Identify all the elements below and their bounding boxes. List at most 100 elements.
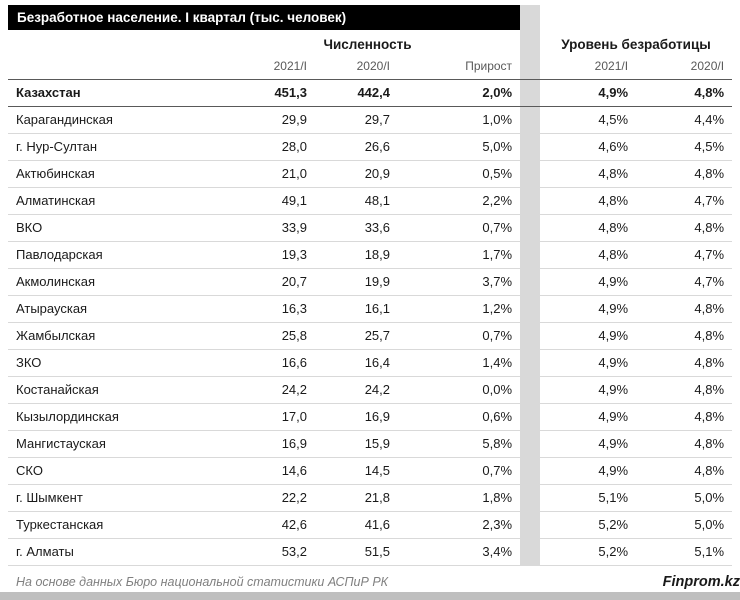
num-2020: 24,2: [315, 376, 398, 404]
num-2021: 20,7: [215, 268, 315, 296]
region-name: Жамбылская: [8, 322, 215, 350]
rate-2021: 4,8%: [540, 187, 637, 215]
num-2021: 16,9: [215, 430, 315, 458]
rate-2020: 4,8%: [636, 349, 733, 377]
rate-2021: 5,2%: [540, 511, 637, 539]
group-divider: [520, 511, 541, 539]
num-2021: 19,3: [215, 241, 315, 269]
table-row: Алматинская 49,1 48,1 2,2% 4,8% 4,7%: [8, 187, 733, 215]
region-name: г. Нур-Султан: [8, 133, 215, 161]
unemployment-table: Безработное население. I квартал (тыс. ч…: [8, 5, 733, 566]
num-2020: 51,5: [315, 538, 398, 566]
growth: 5,8%: [398, 430, 521, 458]
table-row: Казахстан 451,3 442,4 2,0% 4,9% 4,8%: [8, 79, 733, 107]
num-2021: 53,2: [215, 538, 315, 566]
rate-2021: 4,9%: [540, 376, 637, 404]
rate-2020: 4,4%: [636, 106, 733, 134]
growth: 1,0%: [398, 106, 521, 134]
num-2021: 28,0: [215, 133, 315, 161]
title-row: Безработное население. I квартал (тыс. ч…: [8, 5, 733, 30]
growth: 3,4%: [398, 538, 521, 566]
table-row: Жамбылская 25,8 25,7 0,7% 4,9% 4,8%: [8, 322, 733, 350]
rate-2020: 4,7%: [636, 268, 733, 296]
group-header-row: Численность Уровень безработицы: [8, 30, 732, 56]
group-divider: [520, 187, 541, 215]
num-2020: 25,7: [315, 322, 398, 350]
rate-2020: 4,8%: [636, 214, 733, 242]
num-2020: 14,5: [315, 457, 398, 485]
region-name: Акмолинская: [8, 268, 215, 296]
table-row: Павлодарская 19,3 18,9 1,7% 4,8% 4,7%: [8, 241, 733, 269]
rate-2020: 5,1%: [636, 538, 733, 566]
num-2020: 18,9: [315, 241, 398, 269]
rate-2021: 4,9%: [540, 79, 637, 107]
growth: 0,7%: [398, 457, 521, 485]
num-2020: 16,9: [315, 403, 398, 431]
column-group-rate: Уровень безработицы: [561, 37, 711, 52]
group-divider: [520, 268, 541, 296]
num-2021: 25,8: [215, 322, 315, 350]
growth: 1,7%: [398, 241, 521, 269]
rate-2021: 4,6%: [540, 133, 637, 161]
region-subheader-blank: [8, 56, 215, 80]
table-row: Атырауская 16,3 16,1 1,2% 4,9% 4,8%: [8, 295, 733, 323]
region-header-blank: [8, 30, 215, 56]
col-header-num-2020: 2020/I: [315, 56, 398, 80]
region-name: Актюбинская: [8, 160, 215, 188]
group-divider: [520, 430, 541, 458]
rate-2020: 5,0%: [636, 511, 733, 539]
group-divider: [520, 79, 541, 107]
num-2020: 48,1: [315, 187, 398, 215]
rate-2020: 4,8%: [636, 295, 733, 323]
table-row: ВКО 33,9 33,6 0,7% 4,8% 4,8%: [8, 214, 733, 242]
group-divider: [520, 295, 541, 323]
rate-2021: 4,9%: [540, 403, 637, 431]
growth: 0,0%: [398, 376, 521, 404]
table-row: Карагандинская 29,9 29,7 1,0% 4,5% 4,4%: [8, 106, 733, 134]
table-row: г. Нур-Султан 28,0 26,6 5,0% 4,6% 4,5%: [8, 133, 733, 161]
rate-2020: 4,5%: [636, 133, 733, 161]
num-2020: 16,4: [315, 349, 398, 377]
rate-2020: 4,8%: [636, 430, 733, 458]
num-2021: 14,6: [215, 457, 315, 485]
col-header-num-2021: 2021/I: [215, 56, 315, 80]
growth: 2,0%: [398, 79, 521, 107]
region-name: Кызылординская: [8, 403, 215, 431]
num-2021: 17,0: [215, 403, 315, 431]
num-2021: 16,3: [215, 295, 315, 323]
rate-2020: 4,8%: [636, 457, 733, 485]
growth: 2,3%: [398, 511, 521, 539]
group-divider: [520, 322, 541, 350]
column-header-row: 2021/I 2020/I Прирост 2021/I 2020/I: [8, 56, 733, 80]
group-divider: [520, 30, 541, 56]
num-2021: 33,9: [215, 214, 315, 242]
num-2020: 15,9: [315, 430, 398, 458]
num-2020: 29,7: [315, 106, 398, 134]
table-row: Кызылординская 17,0 16,9 0,6% 4,9% 4,8%: [8, 403, 733, 431]
table-row: ЗКО 16,6 16,4 1,4% 4,9% 4,8%: [8, 349, 733, 377]
region-name: Казахстан: [8, 79, 215, 107]
column-group-numbers: Численность: [323, 37, 412, 52]
rate-2020: 4,7%: [636, 241, 733, 269]
num-2020: 20,9: [315, 160, 398, 188]
group-divider: [520, 484, 541, 512]
rate-2021: 4,9%: [540, 457, 637, 485]
group-divider: [520, 5, 541, 30]
group-divider: [520, 403, 541, 431]
rate-2021: 5,1%: [540, 484, 637, 512]
num-2021: 49,1: [215, 187, 315, 215]
num-2020: 26,6: [315, 133, 398, 161]
group-divider: [520, 376, 541, 404]
rate-2021: 4,5%: [540, 106, 637, 134]
table-row: Туркестанская 42,6 41,6 2,3% 5,2% 5,0%: [8, 511, 733, 539]
region-name: Туркестанская: [8, 511, 215, 539]
num-2020: 19,9: [315, 268, 398, 296]
growth: 0,7%: [398, 214, 521, 242]
table-row: Мангистауская 16,9 15,9 5,8% 4,9% 4,8%: [8, 430, 733, 458]
group-divider: [520, 160, 541, 188]
growth: 1,4%: [398, 349, 521, 377]
region-name: Карагандинская: [8, 106, 215, 134]
rate-2020: 4,8%: [636, 403, 733, 431]
num-2020: 21,8: [315, 484, 398, 512]
